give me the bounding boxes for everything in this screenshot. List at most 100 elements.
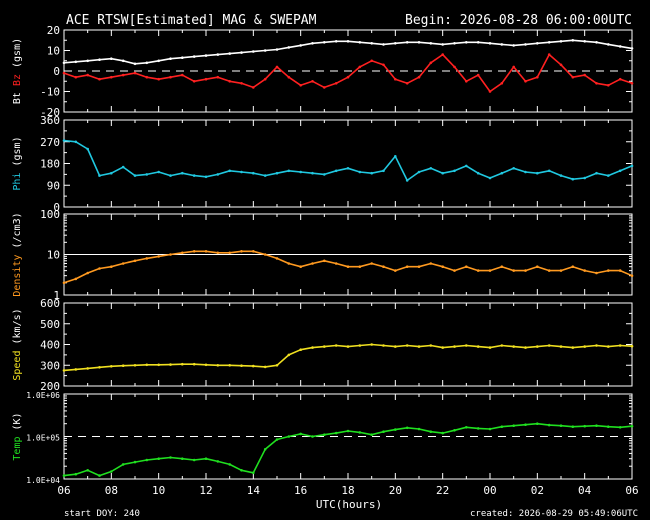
start-doy: start DOY: 240 [64,509,140,519]
data-point [311,171,314,175]
data-point [536,75,539,79]
data-point [547,423,551,427]
data-point [216,364,220,367]
data-point [476,345,480,348]
data-point [323,41,326,44]
x-tick-label: 22 [436,484,449,497]
data-point [74,472,78,476]
data-point [559,63,563,67]
y-tick-label: 10 [47,45,60,58]
data-point [157,457,160,461]
data-point [453,169,456,173]
data-point [204,54,208,57]
y-axis-label-part: (km/s) [12,308,23,350]
data-point [133,174,137,177]
data-point [263,253,267,256]
y-axis-label-part: Density [12,255,23,297]
y-tick-label: 0 [53,65,60,78]
y-tick-label: 400 [40,339,60,352]
data-point [323,433,326,437]
data-point [216,53,220,56]
data-point [465,426,468,429]
data-point [370,343,374,346]
data-point [287,75,291,79]
data-point [121,463,125,466]
data-point [453,42,456,45]
data-point [74,75,78,79]
data-point [453,269,456,272]
data-point [228,364,231,367]
data-point [334,169,338,173]
data-point [145,458,149,462]
y-tick-label: 300 [40,359,60,372]
data-point [192,55,196,58]
data-point [192,250,196,253]
y-axis-label-part: (/cm3) [12,212,23,254]
data-point [86,147,89,151]
data-point [595,41,598,44]
data-point [62,71,66,75]
data-point [476,41,480,44]
data-point [228,169,231,173]
data-point [62,139,66,142]
data-point [334,344,338,347]
data-point [358,41,362,44]
data-point [169,456,172,459]
data-point [98,174,101,177]
data-point [323,173,326,176]
data-point [240,51,243,54]
data-point [299,432,303,436]
data-point [571,265,575,269]
data-point [417,345,421,348]
data-point [595,424,598,428]
data-point [216,251,220,255]
data-point [346,75,350,79]
series-speed [62,343,634,372]
data-point [405,265,409,269]
data-point [169,253,172,256]
data-point [252,364,255,368]
data-point [536,171,539,175]
data-point [192,174,196,177]
x-tick-label: 18 [341,484,354,497]
data-point [181,457,184,461]
data-point [204,457,208,461]
data-point [110,470,113,473]
data-point [370,171,374,175]
data-point [500,82,504,85]
y-axis-label: Temp (K) [12,412,23,460]
data-point [204,363,208,367]
data-point [441,346,445,349]
data-point [618,344,622,347]
data-point [488,269,492,272]
data-point [618,77,622,81]
data-point [121,73,125,77]
y-tick-label: 1 [53,289,60,302]
data-point [559,424,563,428]
data-point [169,57,172,60]
data-point [145,257,149,260]
data-point [607,269,610,272]
data-point [547,344,551,347]
data-point [536,345,539,348]
x-tick-label: 00 [483,484,496,497]
data-point [216,460,220,463]
data-point [630,344,634,348]
data-point [583,345,586,348]
data-point [382,169,385,173]
data-point [275,171,279,175]
data-point [323,86,326,89]
data-point [488,90,492,93]
data-point [618,45,622,48]
data-point [110,265,113,269]
data-point [394,77,397,81]
data-point [263,448,267,451]
data-point [429,262,433,265]
data-point [571,177,575,181]
data-point [547,53,551,56]
data-point [240,82,243,85]
data-point [74,277,78,281]
x-tick-label: 10 [152,484,165,497]
data-point [323,259,326,263]
data-point [358,170,362,174]
